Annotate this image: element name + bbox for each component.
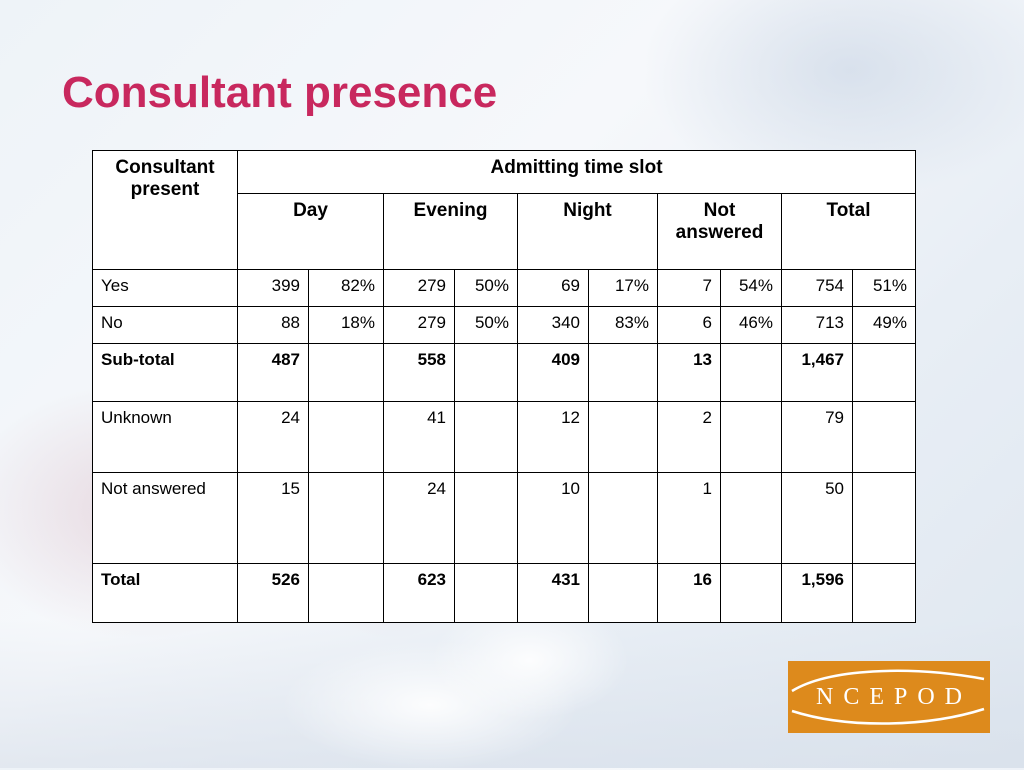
- table-row: Unknown 24 41 12 2 79: [92, 401, 916, 473]
- percent-cell: [454, 343, 518, 402]
- table-body: Yes 399 82% 279 50% 69 17% 7 54% 754 51% No 88 18% 279…: [92, 269, 916, 623]
- percent-cell: [588, 563, 658, 623]
- percent-cell: [308, 472, 384, 564]
- row-label: Total: [92, 563, 238, 623]
- count-cell: 1: [657, 472, 721, 564]
- logo-swoosh-icon: [791, 669, 985, 725]
- percent-cell: [588, 472, 658, 564]
- count-cell: 558: [383, 343, 455, 402]
- percent-cell: 51%: [852, 269, 916, 307]
- count-cell: 13: [657, 343, 721, 402]
- percent-cell: 50%: [454, 306, 518, 344]
- percent-cell: 49%: [852, 306, 916, 344]
- count-cell: 79: [781, 401, 853, 473]
- count-cell: 2: [657, 401, 721, 473]
- percent-cell: [720, 563, 782, 623]
- percent-cell: [454, 401, 518, 473]
- percent-cell: 17%: [588, 269, 658, 307]
- percent-cell: [454, 563, 518, 623]
- count-cell: 409: [517, 343, 589, 402]
- count-cell: 88: [237, 306, 309, 344]
- count-cell: 526: [237, 563, 309, 623]
- count-cell: 279: [383, 306, 455, 344]
- count-cell: 279: [383, 269, 455, 307]
- row-label: Yes: [92, 269, 238, 307]
- count-cell: 7: [657, 269, 721, 307]
- count-cell: 69: [517, 269, 589, 307]
- count-cell: 16: [657, 563, 721, 623]
- percent-cell: [852, 472, 916, 564]
- group-header: Admitting time slot: [237, 150, 916, 194]
- column-header-night: Night: [517, 192, 658, 271]
- table-row: No 88 18% 279 50% 340 83% 6 46% 713 49%: [92, 306, 916, 344]
- row-label: Sub-total: [92, 343, 238, 402]
- slide-title: Consultant presence: [62, 68, 498, 117]
- percent-cell: [454, 472, 518, 564]
- percent-cell: [308, 401, 384, 473]
- count-cell: 41: [383, 401, 455, 473]
- count-cell: 24: [237, 401, 309, 473]
- count-cell: 12: [517, 401, 589, 473]
- ncepod-logo: NCEPOD: [788, 661, 990, 733]
- logo-text: NCEPOD: [815, 683, 972, 710]
- count-cell: 6: [657, 306, 721, 344]
- count-cell: 487: [237, 343, 309, 402]
- percent-cell: [852, 563, 916, 623]
- table-row: Sub-total 487 558 409 13 1,467: [92, 343, 916, 402]
- column-header-row: Day Evening Night Not answered Total: [93, 192, 916, 271]
- count-cell: 431: [517, 563, 589, 623]
- column-header-evening: Evening: [383, 192, 518, 271]
- percent-cell: [852, 401, 916, 473]
- percent-cell: [720, 343, 782, 402]
- table-header-row: Consultant present Admitting time slot: [92, 150, 916, 270]
- percent-cell: [720, 401, 782, 473]
- table-row: Not answered 15 24 10 1 50: [92, 472, 916, 564]
- corner-header: Consultant present: [92, 150, 238, 270]
- count-cell: 340: [517, 306, 589, 344]
- row-label: Not answered: [92, 472, 238, 564]
- count-cell: 24: [383, 472, 455, 564]
- count-cell: 713: [781, 306, 853, 344]
- percent-cell: 46%: [720, 306, 782, 344]
- percent-cell: [308, 343, 384, 402]
- count-cell: 10: [517, 472, 589, 564]
- percent-cell: [588, 401, 658, 473]
- row-label: Unknown: [92, 401, 238, 473]
- percent-cell: [852, 343, 916, 402]
- column-header-total: Total: [781, 192, 916, 271]
- count-cell: 1,596: [781, 563, 853, 623]
- count-cell: 399: [237, 269, 309, 307]
- table-row: Total 526 623 431 16 1,596: [92, 563, 916, 623]
- count-cell: 754: [781, 269, 853, 307]
- percent-cell: [308, 563, 384, 623]
- percent-cell: [588, 343, 658, 402]
- percent-cell: 50%: [454, 269, 518, 307]
- count-cell: 1,467: [781, 343, 853, 402]
- column-header-not-answered: Not answered: [657, 192, 782, 271]
- count-cell: 623: [383, 563, 455, 623]
- row-label: No: [92, 306, 238, 344]
- percent-cell: 18%: [308, 306, 384, 344]
- percent-cell: 83%: [588, 306, 658, 344]
- count-cell: 15: [237, 472, 309, 564]
- table-row: Yes 399 82% 279 50% 69 17% 7 54% 754 51%: [92, 269, 916, 307]
- percent-cell: 82%: [308, 269, 384, 307]
- percent-cell: [720, 472, 782, 564]
- column-header-day: Day: [237, 192, 384, 271]
- consultant-presence-table: Consultant present Admitting time slot D…: [92, 150, 916, 623]
- percent-cell: 54%: [720, 269, 782, 307]
- count-cell: 50: [781, 472, 853, 564]
